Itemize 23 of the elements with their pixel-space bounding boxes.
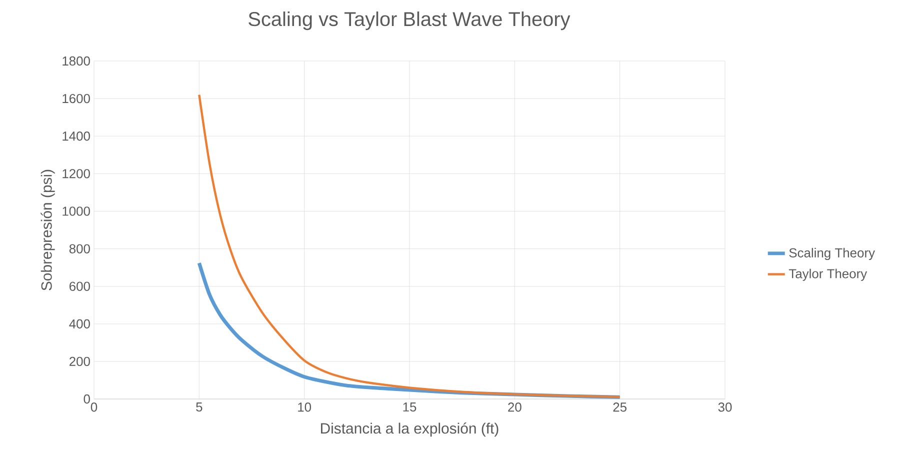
line-series [198, 94, 621, 398]
x-tick-label: 5 [196, 402, 202, 412]
y-tick-label: 1000 [62, 206, 90, 216]
y-axis-title: Sobrepresión (psi) [40, 170, 55, 290]
y-tick-label: 600 [70, 282, 90, 291]
y-tick-label: 1600 [62, 94, 90, 104]
y-tick-label: 1800 [62, 56, 90, 66]
y-tick-label: 400 [69, 319, 90, 328]
x-tick-label: 30 [718, 402, 732, 412]
legend-label: Scaling Theory [789, 248, 875, 260]
y-tick-label: 800 [69, 244, 90, 254]
x-axis-title: Distancia a la explosión (ft) [321, 422, 498, 437]
y-tick-label: 1200 [62, 169, 90, 178]
x-tick-label: 15 [403, 402, 416, 412]
x-tick-label: 20 [508, 402, 522, 412]
x-tick-label: 0 [90, 402, 98, 412]
y-tick-label: 0 [84, 394, 90, 404]
x-tick-label: 25 [613, 402, 626, 412]
y-tick-label: 1400 [62, 132, 90, 141]
x-tick-label: 10 [298, 402, 312, 412]
legend-label: Taylor Theory [788, 268, 868, 281]
chart-title: Scaling vs Taylor Blast Wave Theory [248, 12, 570, 30]
y-tick-label: 200 [70, 356, 90, 366]
